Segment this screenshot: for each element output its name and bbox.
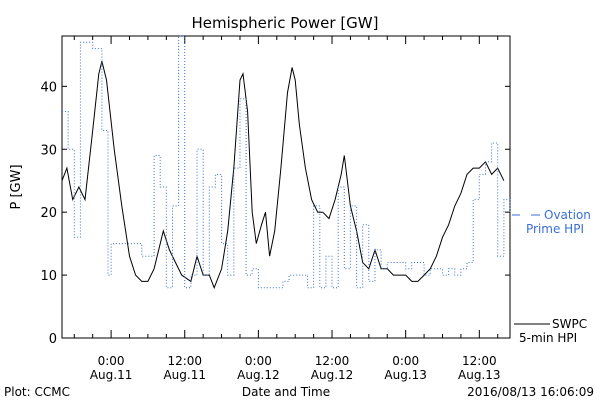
plot-frame — [61, 35, 511, 339]
x-axis: 0:00Aug.1112:00Aug.110:00Aug.1212:00Aug.… — [73, 36, 501, 382]
x-axis-label: Date and Time — [242, 385, 330, 399]
y-tick-label-0: 0 — [49, 332, 57, 347]
y-tick-label-4: 40 — [40, 80, 57, 95]
x-tick-label-date-1: Aug.11 — [163, 368, 206, 382]
x-tick-label-time-5: 12:00 — [462, 354, 497, 368]
chart-title: Hemispheric Power [GW] — [192, 14, 379, 32]
legend-swpc: SWPC 5-min HPI — [514, 317, 587, 345]
legend-ovation-line1: Ovation — [544, 208, 591, 222]
legend-swpc-line1: SWPC — [552, 317, 587, 331]
x-tick-label-date-0: Aug.11 — [90, 368, 133, 382]
x-tick-label-time-3: 12:00 — [315, 354, 350, 368]
y-tick-label-2: 20 — [40, 206, 57, 221]
y-axis: 0 10 20 30 40 — [40, 80, 510, 347]
x-tick-label-time-1: 12:00 — [167, 354, 202, 368]
x-tick-label-date-5: Aug.13 — [458, 368, 501, 382]
legend-ovation-line2: Prime HPI — [526, 222, 584, 236]
plot-timestamp: 2016/08/13 16:06:09 — [467, 385, 594, 399]
x-tick-label-time-2: 0:00 — [245, 354, 272, 368]
legend-ovation: Ovation Prime HPI — [512, 208, 591, 236]
x-tick-label-time-0: 0:00 — [98, 354, 125, 368]
x-tick-label-date-4: Aug.13 — [384, 368, 427, 382]
x-tick-label-date-2: Aug.12 — [237, 368, 280, 382]
y-tick-label-1: 10 — [40, 269, 57, 284]
x-tick-label-time-4: 0:00 — [392, 354, 419, 368]
y-axis-label: P [GW] — [9, 164, 24, 209]
x-tick-label-date-3: Aug.12 — [311, 368, 354, 382]
series-swpc-line — [61, 61, 505, 290]
legend-swpc-line2: 5-min HPI — [519, 331, 577, 345]
series-ovation-line — [62, 35, 511, 289]
plot-credit: Plot: CCMC — [4, 385, 70, 399]
y-tick-label-3: 30 — [40, 143, 57, 158]
series-layer — [61, 35, 511, 290]
